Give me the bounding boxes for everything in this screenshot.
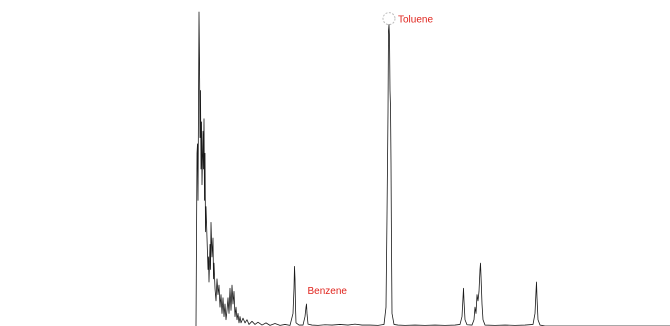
chromatogram-trace bbox=[195, 11, 670, 326]
peak-label-benzene: Benzene bbox=[308, 286, 348, 297]
peak-marker-circle bbox=[382, 12, 396, 26]
peak-label-toluene: Toluene bbox=[398, 15, 433, 26]
